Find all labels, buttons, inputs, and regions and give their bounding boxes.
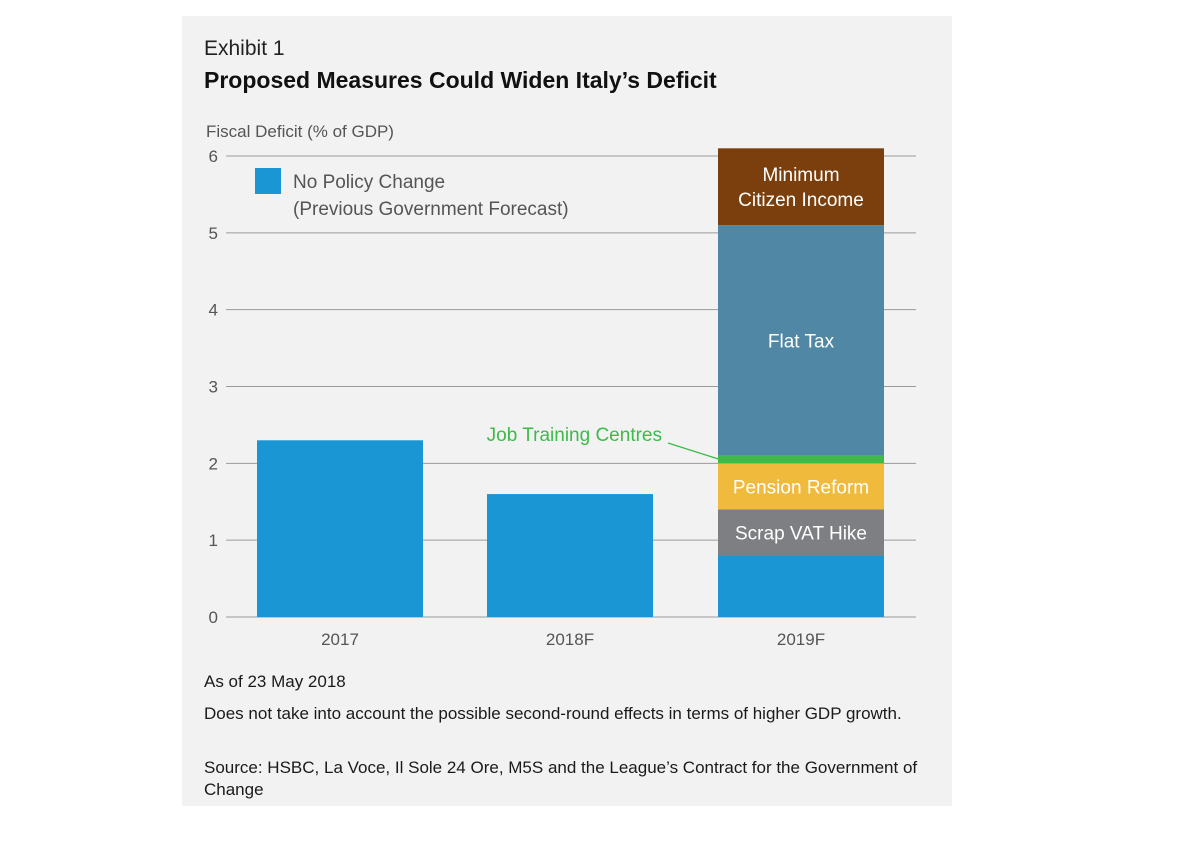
- as-of-note: As of 23 May 2018: [204, 672, 346, 691]
- callout-line: [667, 442, 721, 461]
- segment-label: Citizen Income: [738, 190, 864, 211]
- y-axis-label: Fiscal Deficit (% of GDP): [206, 122, 394, 141]
- chart-title: Proposed Measures Could Widen Italy’s De…: [204, 67, 717, 93]
- bar-no-policy-change-2018f: [487, 494, 653, 617]
- bar-no-policy-change-2017: [257, 440, 423, 617]
- segment-label: Scrap VAT Hike: [735, 523, 867, 544]
- y-tick-label: 0: [209, 608, 218, 627]
- caveat-note: Does not take into account the possible …: [204, 704, 902, 723]
- segment-label: Pension Reform: [733, 477, 869, 498]
- legend-label: No Policy Change: [293, 172, 445, 193]
- bar-no-policy-change-2019f: [718, 555, 884, 617]
- y-tick-label: 2: [209, 454, 218, 473]
- x-tick-label: 2017: [321, 630, 359, 649]
- segment-label: Flat Tax: [768, 331, 835, 352]
- bar-job-training-centres-2019f: [718, 455, 884, 464]
- exhibit-label: Exhibit 1: [204, 37, 285, 60]
- source-note: Source: HSBC, La Voce, Il Sole 24 Ore, M…: [204, 758, 918, 799]
- legend-label-sub: (Previous Government Forecast): [293, 199, 569, 220]
- bar-pension-reform-2019f: [718, 463, 884, 510]
- x-tick-label: 2018F: [546, 630, 594, 649]
- x-tick-label: 2019F: [777, 630, 825, 649]
- y-tick-label: 1: [209, 531, 218, 550]
- y-tick-label: 5: [209, 224, 218, 243]
- y-tick-label: 3: [209, 378, 218, 397]
- y-tick-label: 6: [209, 147, 218, 166]
- bar-flat-tax-2019f: [718, 225, 884, 456]
- bar-minimum-citizen-income-2019f: [718, 148, 884, 226]
- bar-scrap-vat-hike-2019f: [718, 509, 884, 556]
- legend-swatch: [255, 168, 281, 194]
- segment-label: Minimum: [762, 165, 839, 186]
- y-tick-label: 4: [209, 301, 218, 320]
- callout-label-job-training-centres: Job Training Centres: [487, 425, 662, 446]
